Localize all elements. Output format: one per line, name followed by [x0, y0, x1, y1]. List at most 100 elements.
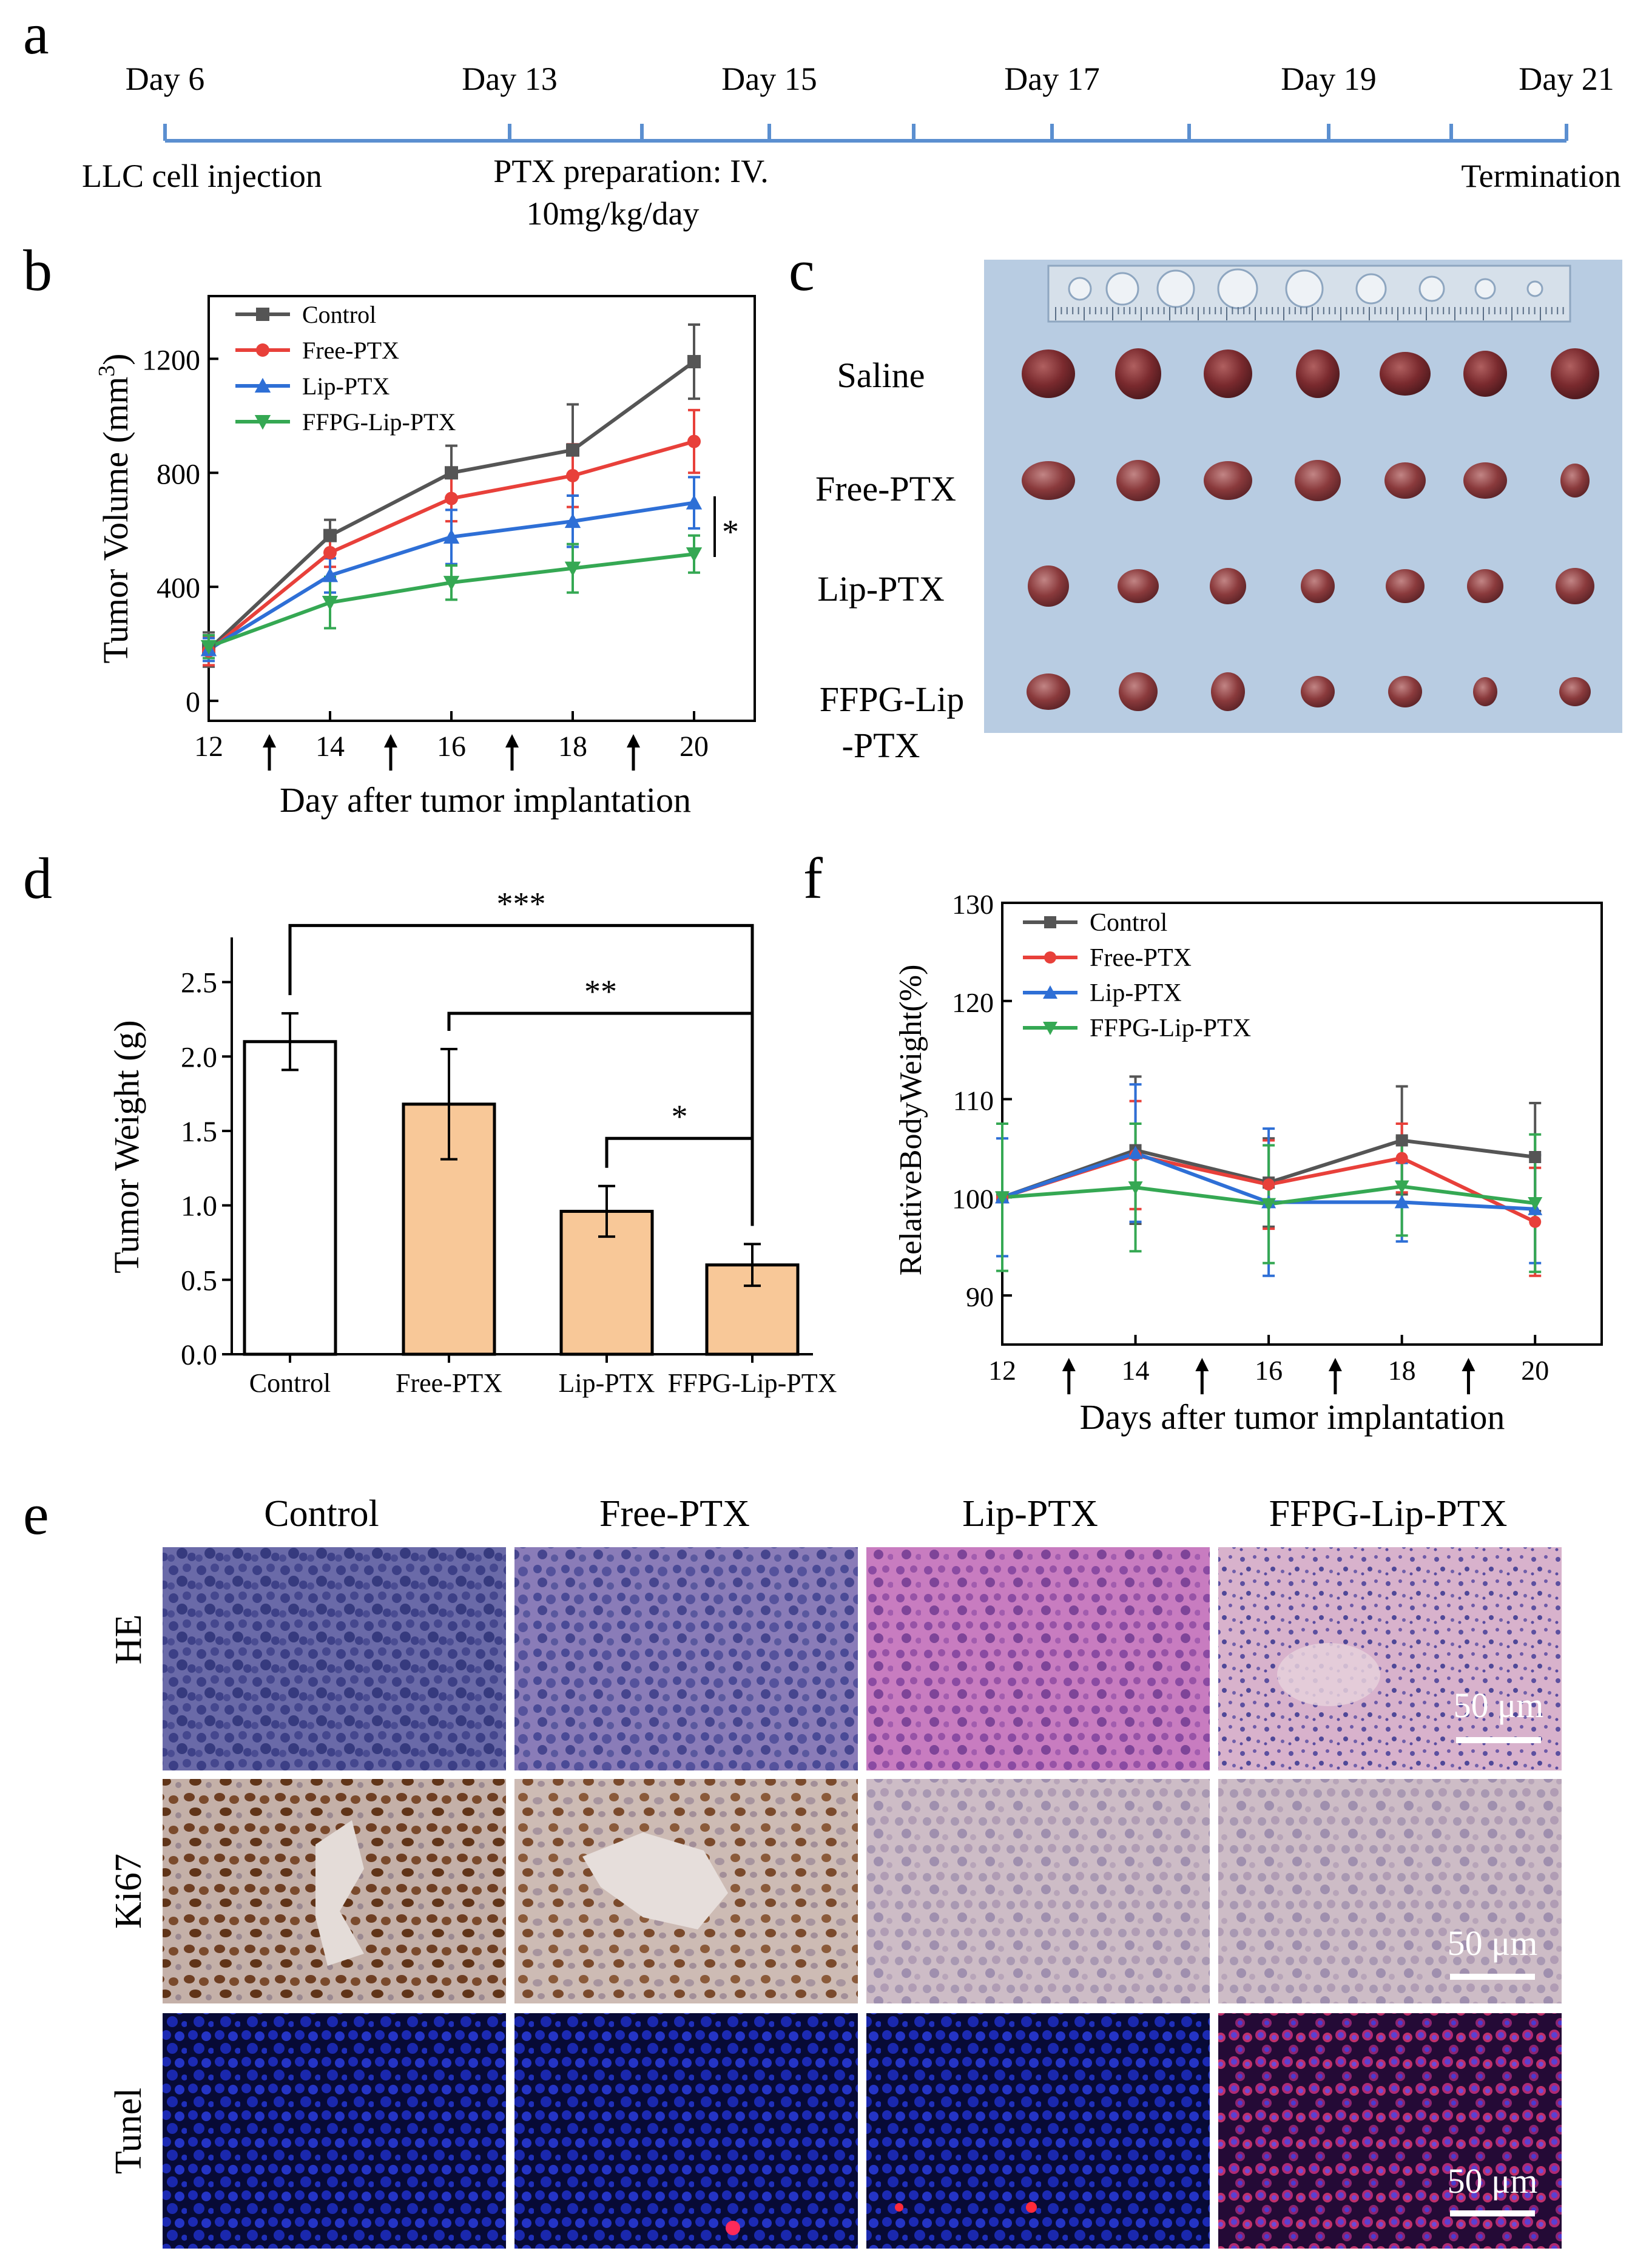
timeline-day-13: Day 13 [462, 61, 557, 97]
dose-arrow-head-0 [263, 734, 276, 748]
tumor-r0-c6 [1551, 348, 1599, 399]
timeline-day-17: Day 17 [1004, 61, 1099, 97]
point-ffpg-lip-ptx-3 [564, 561, 581, 576]
tumor-r2-c2 [1210, 568, 1246, 604]
ki67-control-gap [315, 1820, 364, 1966]
timeline-panel: a Day 6 Day 13 Day 15 Day 17 Day 19 Day … [23, 1, 1621, 232]
panel-label-e: e [23, 1482, 49, 1547]
point-control-3 [1395, 1134, 1408, 1147]
legend-label-lip-ptx: Lip-PTX [1090, 979, 1182, 1007]
tumor-volume-chart: b 0 400 800 1200 12 14 16 18 20 Control Free-PTX L… [23, 238, 756, 820]
tunel-lip-ptx-signal [1026, 2202, 1037, 2213]
point-ffpg-lip-ptx-2 [443, 576, 460, 591]
timeline-day-6: Day 6 [126, 61, 204, 97]
row-label-free-ptx: Free-PTX [815, 469, 956, 508]
tunel-lip-ptx-image [866, 2013, 1210, 2249]
panel-label-a: a [23, 1, 49, 66]
point-free-ptx-4 [687, 434, 701, 448]
tumor-r3-c2 [1211, 672, 1245, 711]
histo-col-free-ptx: Free-PTX [599, 1493, 750, 1534]
tumor-r1-c4 [1384, 462, 1426, 499]
ruler-hole-4 [1285, 269, 1324, 308]
tunel-control-image [163, 2013, 506, 2249]
histo-col-lip-ptx: Lip-PTX [962, 1493, 1098, 1534]
legend-marker-free-ptx [256, 343, 269, 357]
significance-bracket-2 [605, 1136, 754, 1226]
chart-f-dose-arrows [1062, 1358, 1475, 1394]
ki67-free-ptx-gap [582, 1832, 728, 1929]
point-free-ptx-2 [1263, 1178, 1275, 1191]
point-free-ptx-3 [566, 468, 579, 482]
dose-arrow-head-1 [384, 734, 397, 748]
chart-b-ylabel-main: Tumor Volume (mm [96, 377, 135, 664]
ruler-hole-2 [1156, 269, 1195, 308]
x-tick-label-1: 14 [1122, 1355, 1150, 1386]
point-control-2 [445, 466, 458, 480]
tumor-r3-c6 [1559, 677, 1591, 706]
ki67-lip-ptx-image [866, 1779, 1210, 2003]
legend-marker-lip-ptx [254, 377, 271, 393]
point-free-ptx-2 [445, 491, 458, 505]
chart-b-ticks: 0 400 800 1200 12 14 16 18 20 [142, 344, 709, 763]
x-tick-label-2: 16 [1255, 1355, 1283, 1386]
tumor-r3-c4 [1388, 676, 1422, 707]
category-label-ffpg-lip-ptx: FFPG-Lip-PTX [668, 1368, 837, 1398]
point-lip-ptx-1 [1128, 1146, 1143, 1159]
x-tick-label-0: 12 [194, 731, 223, 763]
chart-b-ylabel-close: ) [96, 353, 135, 365]
timeline-prep-line1: PTX preparation: IV. [493, 153, 768, 189]
ruler-holes [1055, 268, 1564, 320]
chart-b-legend: Control Free-PTX Lip-PTX FFPG-Lip-PTX [235, 301, 456, 436]
point-ffpg-lip-ptx-4 [686, 547, 703, 562]
tunel-free-ptx-image [514, 2013, 858, 2249]
he-free-ptx-image [514, 1547, 858, 1770]
point-ffpg-lip-ptx-0 [200, 640, 217, 655]
point-ffpg-lip-ptx-3 [1394, 1180, 1409, 1194]
chart-f-ticks: 90 100 110 120 130 12 14 16 18 20 [952, 889, 1549, 1386]
category-label-free-ptx: Free-PTX [396, 1368, 502, 1398]
legend-marker-ffpg-lip-ptx [1043, 1022, 1057, 1035]
tumor-r0-c3 [1296, 349, 1340, 398]
tumor-r2-c1 [1118, 569, 1159, 603]
y-tick-label-5: 2.5 [181, 967, 217, 999]
timeline-day-15: Day 15 [721, 61, 817, 97]
histology-panel: e Control Free-PTX Lip-PTX FFPG-Lip-PTX … [23, 1482, 1562, 2249]
y-tick-label-1: 100 [952, 1183, 994, 1214]
significance-bracket-0 [288, 923, 754, 1226]
ruler-hole-7 [1474, 278, 1496, 300]
y-tick-label-3: 1200 [142, 344, 200, 376]
legend-label-ffpg-lip-ptx: FFPG-Lip-PTX [1090, 1014, 1251, 1042]
histo-row-tunel: Tunel [108, 2088, 149, 2174]
tumor-r1-c0 [1022, 461, 1075, 500]
histo-row-ki67: Ki67 [108, 1854, 149, 1929]
dose-arrow-head-2 [1328, 1358, 1342, 1371]
chart-b-frame [207, 295, 756, 722]
ruler-hole-8 [1526, 280, 1543, 297]
tumor-r1-c6 [1560, 464, 1590, 498]
tumor-r2-c6 [1556, 568, 1594, 604]
he-necrotic-area [1277, 1643, 1380, 1706]
x-tick-label-3: 18 [558, 731, 587, 763]
histo-col-ffpg-lip-ptx: FFPG-Lip-PTX [1269, 1493, 1508, 1534]
significance-label-1: ** [584, 973, 617, 1010]
tumor-r3-c0 [1027, 673, 1070, 710]
legend-label-control: Control [1090, 909, 1167, 937]
x-tick-label-3: 18 [1388, 1355, 1416, 1386]
histo-col-control: Control [264, 1493, 379, 1534]
panel-label-f: f [803, 846, 823, 911]
tumor-r3-c1 [1119, 672, 1158, 711]
y-tick-label-1: 400 [157, 572, 200, 604]
row-label-ffpg-lip: FFPG-Lip [820, 680, 965, 719]
tumor-r0-c2 [1204, 349, 1252, 398]
tumor-r1-c5 [1463, 462, 1507, 499]
point-ffpg-lip-ptx-2 [1261, 1198, 1276, 1212]
y-tick-label-3: 1.5 [181, 1116, 217, 1148]
chart-b-dose-arrows [263, 734, 640, 771]
point-lip-ptx-4 [686, 494, 703, 510]
chart-b-ylabel-sup: 3 [94, 365, 120, 377]
chart-b-ylabel: Tumor Volume (mm3) [94, 353, 135, 663]
category-label-control: Control [249, 1368, 331, 1398]
dose-arrow-head-1 [1195, 1358, 1209, 1371]
dose-arrow-head-0 [1062, 1358, 1076, 1371]
